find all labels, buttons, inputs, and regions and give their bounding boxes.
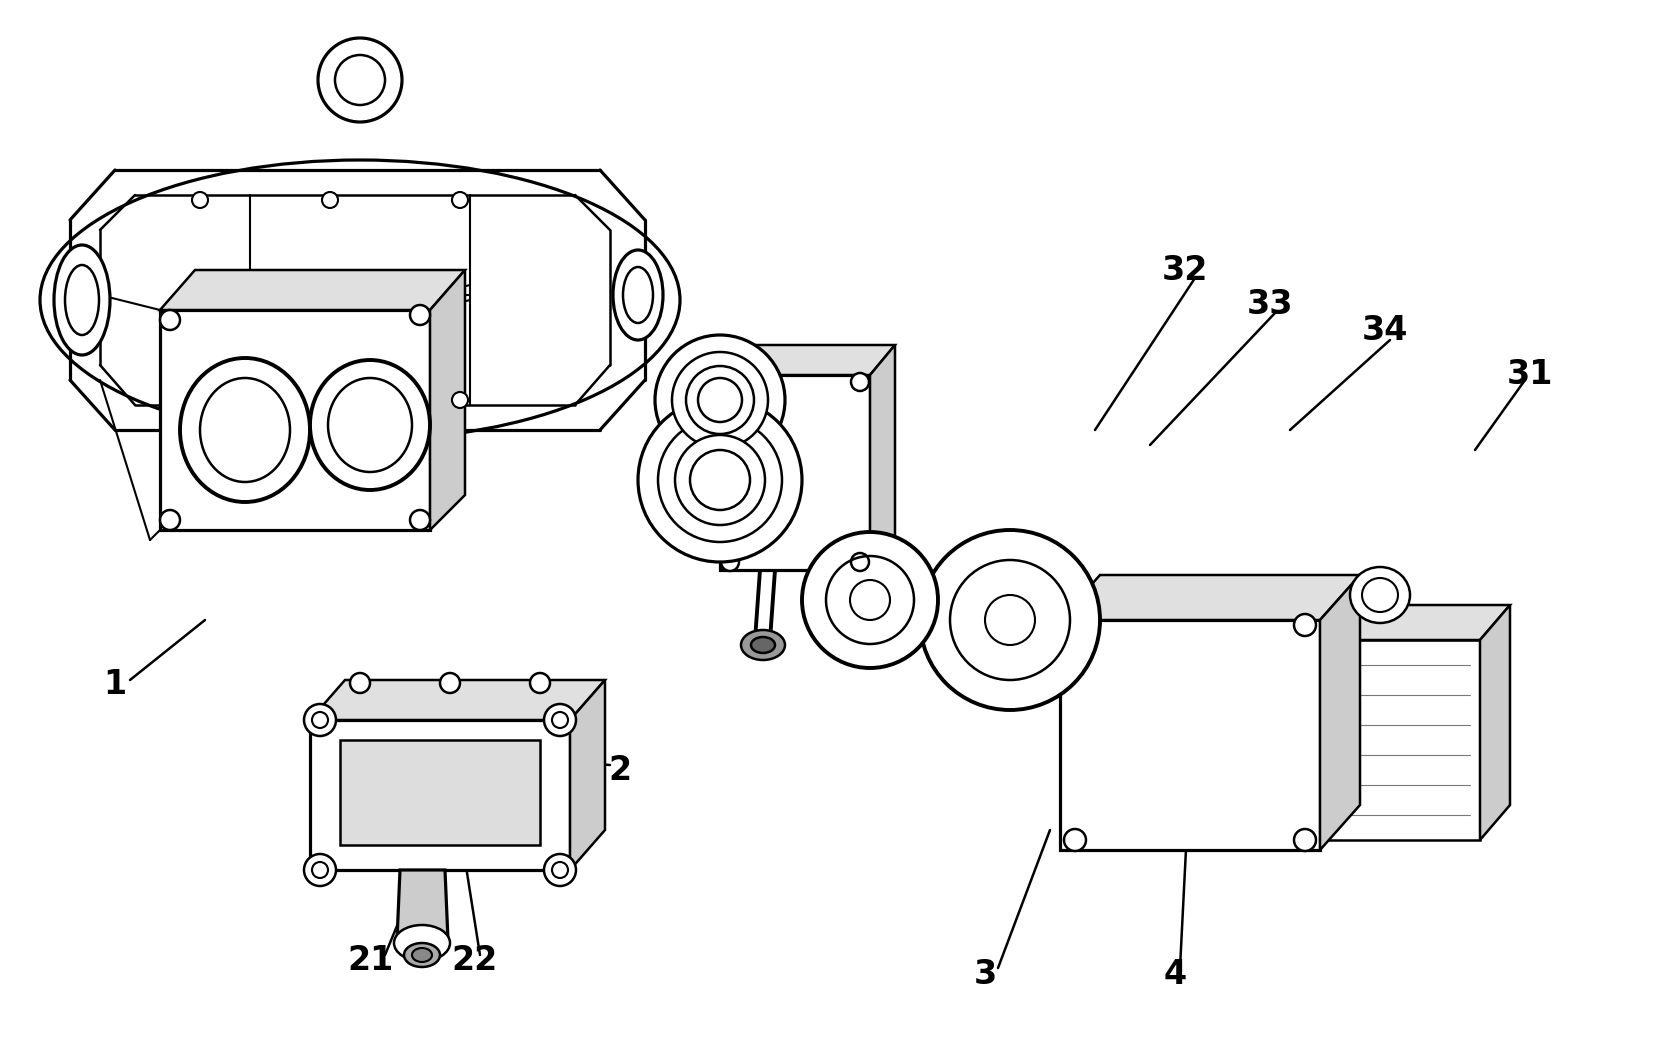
- Ellipse shape: [613, 250, 663, 340]
- Ellipse shape: [543, 704, 577, 736]
- Polygon shape: [1321, 640, 1480, 840]
- Ellipse shape: [181, 358, 310, 502]
- Ellipse shape: [55, 245, 109, 355]
- Ellipse shape: [318, 38, 403, 122]
- Ellipse shape: [303, 854, 336, 886]
- Polygon shape: [398, 870, 447, 940]
- Ellipse shape: [1350, 567, 1410, 623]
- Polygon shape: [161, 270, 466, 310]
- Ellipse shape: [673, 352, 767, 448]
- Ellipse shape: [413, 948, 432, 962]
- Polygon shape: [1060, 620, 1321, 850]
- Ellipse shape: [655, 335, 785, 465]
- Ellipse shape: [404, 943, 441, 967]
- Ellipse shape: [698, 378, 742, 422]
- Polygon shape: [1321, 575, 1360, 850]
- Ellipse shape: [658, 418, 782, 542]
- Text: 1: 1: [103, 669, 126, 701]
- Ellipse shape: [852, 553, 868, 571]
- Ellipse shape: [303, 704, 336, 736]
- Ellipse shape: [674, 435, 766, 525]
- Polygon shape: [721, 345, 895, 375]
- Polygon shape: [431, 270, 466, 530]
- Ellipse shape: [321, 192, 338, 208]
- Ellipse shape: [1064, 619, 1085, 641]
- Polygon shape: [310, 720, 570, 870]
- Ellipse shape: [452, 192, 467, 208]
- Text: 34: 34: [1362, 314, 1408, 346]
- Text: 32: 32: [1162, 254, 1208, 286]
- Ellipse shape: [751, 637, 775, 653]
- Text: 2: 2: [608, 754, 631, 787]
- Ellipse shape: [1294, 829, 1316, 851]
- Ellipse shape: [721, 553, 739, 571]
- Ellipse shape: [321, 392, 338, 408]
- Ellipse shape: [409, 510, 431, 530]
- Ellipse shape: [802, 532, 938, 668]
- Text: 21: 21: [346, 943, 393, 976]
- Text: 31: 31: [1506, 358, 1553, 392]
- Polygon shape: [570, 680, 605, 870]
- Polygon shape: [340, 740, 540, 845]
- Ellipse shape: [192, 192, 209, 208]
- Ellipse shape: [689, 450, 751, 510]
- Polygon shape: [1480, 605, 1510, 840]
- Ellipse shape: [452, 392, 467, 408]
- Polygon shape: [1321, 605, 1510, 640]
- Ellipse shape: [394, 925, 451, 961]
- Ellipse shape: [686, 366, 754, 434]
- Polygon shape: [870, 345, 895, 570]
- Text: 22: 22: [452, 943, 499, 976]
- Ellipse shape: [920, 530, 1100, 710]
- Polygon shape: [161, 310, 431, 530]
- Ellipse shape: [1064, 829, 1085, 851]
- Ellipse shape: [441, 673, 461, 693]
- Polygon shape: [1060, 575, 1360, 620]
- Ellipse shape: [543, 854, 577, 886]
- Ellipse shape: [192, 392, 209, 408]
- Ellipse shape: [409, 305, 431, 325]
- Ellipse shape: [350, 673, 370, 693]
- Text: 4: 4: [1163, 958, 1186, 992]
- Polygon shape: [721, 375, 870, 570]
- Ellipse shape: [161, 310, 181, 330]
- Ellipse shape: [1294, 614, 1316, 636]
- Ellipse shape: [530, 673, 550, 693]
- Text: 3: 3: [973, 958, 996, 992]
- Ellipse shape: [741, 630, 785, 660]
- Ellipse shape: [161, 510, 181, 530]
- Text: 33: 33: [1246, 289, 1292, 321]
- Ellipse shape: [852, 373, 868, 391]
- Polygon shape: [310, 680, 605, 720]
- Ellipse shape: [721, 373, 739, 391]
- Ellipse shape: [638, 398, 802, 562]
- Ellipse shape: [310, 360, 431, 490]
